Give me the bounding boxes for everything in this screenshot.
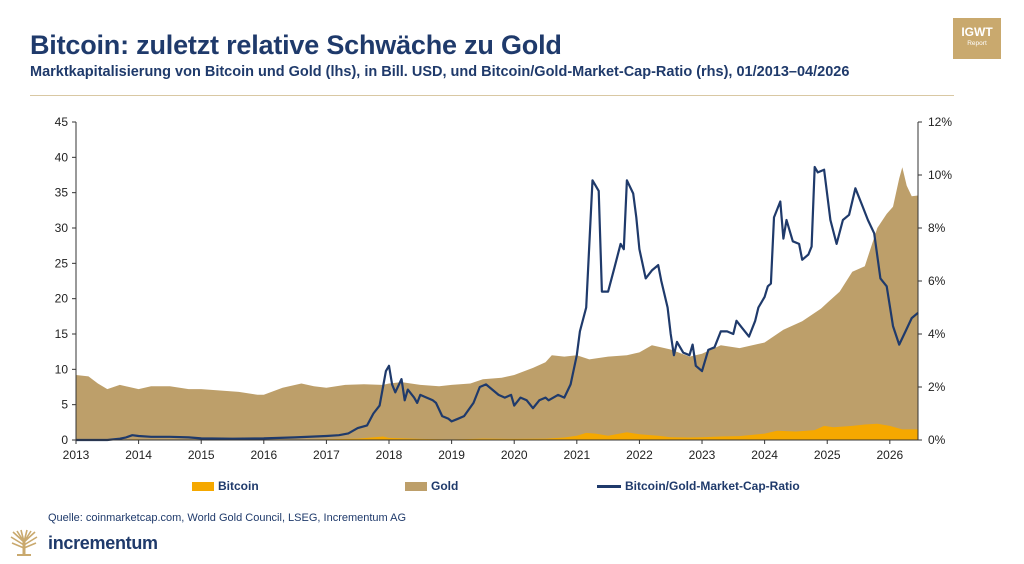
tree-icon bbox=[10, 529, 38, 556]
x-tick-label: 2022 bbox=[626, 448, 653, 462]
legend-bitcoin-swatch bbox=[192, 481, 214, 491]
header-divider bbox=[30, 95, 954, 96]
y-right-tick-label: 12% bbox=[928, 115, 952, 129]
chart-subtitle: Marktkapitalisierung von Bitcoin und Gol… bbox=[30, 64, 850, 80]
y-left-tick-label: 0 bbox=[61, 433, 68, 447]
y-left-tick-label: 30 bbox=[55, 221, 69, 235]
x-tick-label: 2023 bbox=[689, 448, 716, 462]
legend-ratio-label: Bitcoin/Gold-Market-Cap-Ratio bbox=[625, 479, 800, 493]
x-tick-label: 2024 bbox=[751, 448, 778, 462]
x-tick-label: 2013 bbox=[63, 448, 90, 462]
source-note: Quelle: coinmarketcap.com, World Gold Co… bbox=[48, 512, 407, 524]
y-left-tick-label: 20 bbox=[55, 292, 69, 306]
y-left-tick-label: 40 bbox=[55, 150, 69, 164]
legend-bitcoin: Bitcoin bbox=[192, 479, 259, 493]
legend-gold: Gold bbox=[405, 479, 458, 493]
x-tick-label: 2026 bbox=[876, 448, 903, 462]
x-tick-label: 2017 bbox=[313, 448, 340, 462]
x-tick-label: 2019 bbox=[438, 448, 465, 462]
y-left-tick-label: 45 bbox=[55, 115, 69, 129]
x-tick-label: 2015 bbox=[188, 448, 215, 462]
legend-ratio-swatch bbox=[597, 484, 621, 488]
y-right-tick-label: 4% bbox=[928, 327, 946, 341]
x-tick-label: 2014 bbox=[125, 448, 152, 462]
badge-line2: Report bbox=[967, 40, 987, 47]
brand-name: incrementum bbox=[48, 532, 158, 553]
incrementum-logo: incrementum bbox=[8, 529, 158, 557]
chart-title: Bitcoin: zuletzt relative Schwäche zu Go… bbox=[30, 30, 562, 60]
x-tick-label: 2020 bbox=[501, 448, 528, 462]
y-right-tick-label: 0% bbox=[928, 433, 946, 447]
legend-gold-swatch bbox=[405, 481, 427, 491]
x-tick-label: 2018 bbox=[376, 448, 403, 462]
legend-bitcoin-label: Bitcoin bbox=[218, 479, 259, 493]
area-gold bbox=[76, 167, 918, 440]
legend-ratio: Bitcoin/Gold-Market-Cap-Ratio bbox=[597, 479, 800, 493]
y-right-tick-label: 10% bbox=[928, 168, 952, 182]
y-left-tick-label: 15 bbox=[55, 327, 69, 341]
igwt-report-badge: IGWT Report bbox=[953, 18, 1001, 59]
x-tick-label: 2025 bbox=[814, 448, 841, 462]
y-right-tick-label: 2% bbox=[928, 380, 946, 394]
y-left-tick-label: 10 bbox=[55, 362, 69, 376]
x-tick-label: 2021 bbox=[563, 448, 590, 462]
x-tick-label: 2016 bbox=[250, 448, 277, 462]
y-left-tick-label: 35 bbox=[55, 186, 69, 200]
area-bitcoin bbox=[76, 423, 918, 440]
y-right-tick-label: 8% bbox=[928, 221, 946, 235]
ratio-line bbox=[76, 165, 919, 442]
badge-line1: IGWT bbox=[961, 25, 993, 39]
y-left-tick-label: 25 bbox=[55, 256, 69, 270]
legend-gold-label: Gold bbox=[431, 479, 459, 493]
y-left-tick-label: 5 bbox=[61, 398, 68, 412]
y-right-tick-label: 6% bbox=[928, 274, 946, 288]
